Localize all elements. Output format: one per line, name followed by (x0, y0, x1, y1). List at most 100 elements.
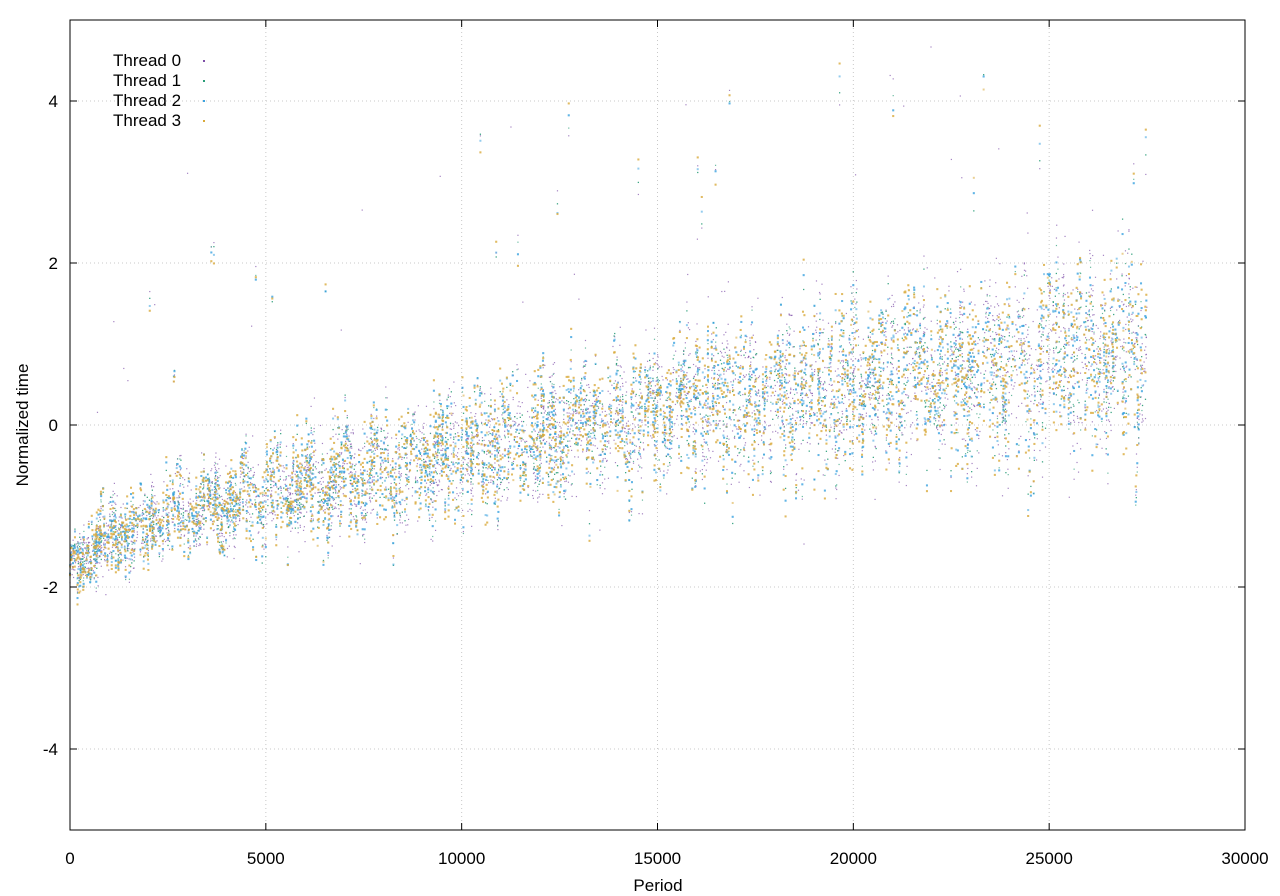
data-point (939, 468, 941, 471)
data-point (788, 380, 791, 382)
data-point (385, 437, 387, 439)
data-point (923, 304, 925, 306)
data-point (355, 471, 357, 473)
data-point (381, 476, 384, 479)
data-point (582, 409, 584, 411)
data-point (601, 493, 604, 495)
data-point (446, 399, 448, 401)
data-point (781, 376, 783, 378)
data-point (94, 566, 96, 569)
data-point (561, 524, 563, 527)
data-point (536, 469, 538, 472)
data-point (1100, 331, 1102, 333)
data-point (239, 482, 242, 484)
data-point (489, 426, 491, 428)
data-point (734, 378, 737, 380)
data-point (649, 365, 651, 367)
data-point (659, 398, 661, 400)
data-point (674, 403, 677, 406)
data-point (753, 430, 755, 433)
data-point (276, 486, 278, 488)
data-point (306, 492, 308, 495)
data-point (837, 420, 839, 422)
data-point (840, 420, 842, 422)
data-point (685, 375, 688, 377)
data-point (975, 395, 977, 397)
data-point (203, 492, 205, 494)
data-point (1092, 290, 1094, 292)
data-point (901, 432, 903, 434)
data-point (715, 345, 717, 347)
data-point (800, 418, 802, 420)
data-point (136, 531, 138, 533)
data-point (631, 388, 633, 390)
data-point (973, 392, 976, 395)
data-point (795, 479, 797, 481)
data-point (1042, 362, 1045, 365)
data-point (1034, 391, 1036, 393)
data-point (816, 326, 818, 328)
data-point (614, 389, 617, 391)
data-point (596, 397, 598, 399)
data-point (896, 367, 898, 369)
data-point (1144, 349, 1146, 351)
data-point (564, 402, 566, 404)
data-point (962, 321, 964, 323)
data-point (1074, 371, 1076, 373)
data-point (815, 339, 817, 341)
data-point (84, 547, 87, 549)
data-point (533, 467, 535, 469)
data-point (396, 533, 398, 535)
data-point (734, 437, 736, 439)
data-point (387, 460, 389, 462)
data-point (918, 302, 920, 304)
data-point (188, 505, 190, 507)
data-point (1027, 475, 1029, 477)
data-point (815, 280, 818, 282)
data-point (417, 459, 419, 461)
data-point (70, 563, 73, 565)
data-point (440, 465, 442, 467)
data-point (1051, 277, 1053, 279)
data-point (106, 562, 108, 564)
data-point (564, 491, 566, 493)
data-point (938, 457, 940, 459)
data-point (224, 504, 226, 507)
data-point (973, 404, 975, 406)
data-point (822, 319, 824, 321)
data-point (719, 420, 721, 422)
data-point (136, 536, 138, 539)
data-point (286, 513, 289, 516)
data-point (1008, 347, 1011, 349)
data-point (678, 457, 680, 459)
data-point (203, 509, 206, 511)
data-point (554, 390, 556, 392)
data-point (454, 497, 456, 499)
data-point (88, 567, 90, 569)
data-point (879, 402, 881, 405)
data-point (195, 525, 197, 527)
data-point (1073, 336, 1075, 338)
data-point (186, 510, 188, 512)
data-point (1114, 356, 1116, 358)
data-point (745, 416, 747, 418)
data-point (842, 366, 844, 368)
data-point (777, 364, 779, 366)
data-point (171, 521, 173, 523)
data-point (776, 349, 778, 351)
data-point (914, 354, 916, 356)
data-point (745, 374, 747, 376)
data-point (333, 484, 335, 486)
data-point (310, 481, 312, 484)
data-point (321, 442, 324, 445)
data-point (156, 540, 158, 542)
data-point (757, 376, 760, 379)
data-point (766, 399, 768, 401)
data-point (888, 383, 890, 386)
data-point (265, 509, 267, 511)
data-point (480, 412, 482, 414)
data-point (169, 497, 171, 499)
data-point (576, 410, 578, 412)
data-point (972, 361, 974, 364)
data-point (580, 440, 583, 442)
